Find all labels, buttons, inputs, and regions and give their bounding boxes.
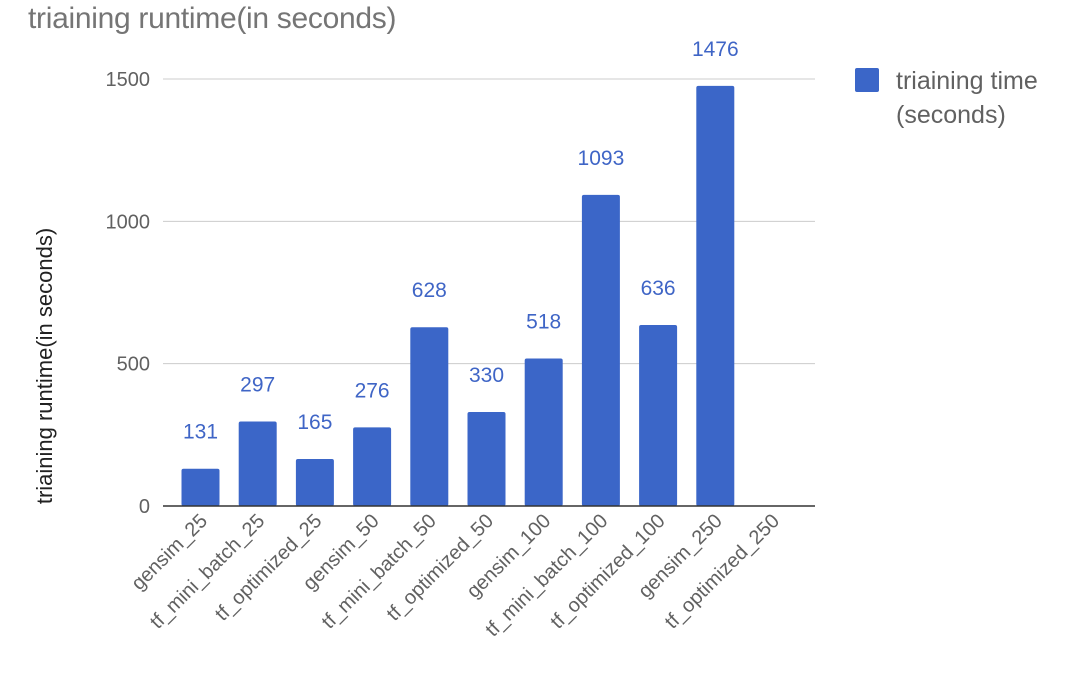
chart-title: triaining runtime(in seconds) [28,2,397,35]
data-label: 1476 [692,38,739,61]
legend-label-line-2: (seconds) [896,101,1006,129]
data-label: 1093 [578,147,625,170]
data-label: 636 [641,277,676,300]
bar-gensim-250 [696,85,735,506]
legend-label-line-1: triaining time [896,67,1038,95]
data-label: 165 [297,411,332,434]
data-label: 297 [240,373,275,396]
bar-tf-mini-batch-50 [410,327,449,506]
data-labels: 131 297 165 276 628 330 518 1093 636 1476 [183,38,739,444]
y-axis-ticks: 0 500 1000 1500 [106,69,151,518]
data-label: 518 [526,311,561,334]
bar-gensim-25 [181,468,220,506]
y-axis-title: triaining runtime(in seconds) [32,228,57,504]
data-label: 628 [412,279,447,302]
legend-swatch [855,68,879,92]
y-tick-label: 1500 [106,69,151,91]
y-tick-label: 1000 [106,211,151,233]
data-label: 276 [355,379,390,402]
x-axis-ticks: gensim_25tf_mini_batch_25tf_optimized_25… [127,510,784,641]
bars [181,85,735,507]
bar-tf-mini-batch-100 [581,194,620,507]
y-tick-label: 0 [139,496,150,518]
bar-tf-mini-batch-25 [238,421,277,506]
bar-gensim-100 [524,358,563,506]
data-label: 131 [183,421,218,444]
y-tick-label: 500 [117,354,150,376]
legend: triaining time (seconds) [855,67,1038,129]
data-label: 330 [469,364,504,387]
bar-gensim-50 [353,427,392,506]
bar-tf-optimized-50 [467,412,506,506]
bar-tf-optimized-100 [639,324,678,506]
bar-tf-optimized-25 [295,459,334,506]
